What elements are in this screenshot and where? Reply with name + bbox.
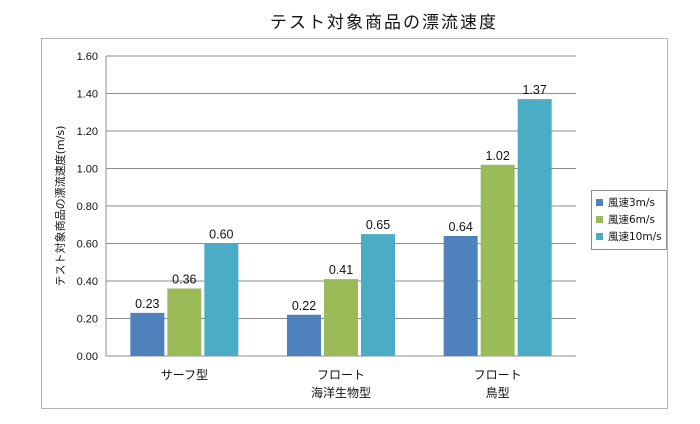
- x-tick-label: 鳥型: [486, 385, 510, 400]
- x-tick-label: サーフ型: [161, 368, 208, 382]
- data-label: 0.22: [292, 299, 316, 313]
- legend-label: 風速6m/s: [608, 214, 655, 226]
- y-tick-label: 1.00: [77, 164, 98, 176]
- y-tick-label: 0.20: [77, 314, 98, 326]
- legend: 風速3m/s 風速6m/s 風速10m/s: [591, 190, 667, 250]
- y-tick-label: 0.40: [77, 276, 98, 288]
- chart-title: テスト対象商品の漂流速度: [270, 13, 498, 33]
- y-tick-label: 0.60: [77, 239, 98, 251]
- bar: [517, 99, 552, 356]
- y-tick-label: 0.80: [77, 201, 98, 213]
- y-tick-label: 1.40: [77, 89, 98, 101]
- legend-label: 風速3m/s: [608, 197, 655, 209]
- legend-label: 風速10m/s: [608, 231, 662, 243]
- y-axis-label: テスト対象商品の漂流速度(m/s): [53, 126, 67, 287]
- data-label: 0.65: [366, 218, 390, 232]
- legend-item: 風速6m/s: [596, 211, 666, 228]
- y-tick-label: 1.60: [77, 51, 98, 63]
- x-tick-label: 海洋生物型: [311, 385, 371, 400]
- data-label: 1.37: [522, 83, 546, 97]
- bar: [480, 164, 515, 356]
- x-tick-label: フロート: [317, 368, 365, 382]
- y-tick-label: 0.00: [77, 351, 98, 363]
- bar: [130, 312, 165, 356]
- legend-item: 風速10m/s: [596, 228, 666, 245]
- data-label: 0.23: [135, 297, 159, 311]
- x-tick-label: フロート: [474, 368, 522, 382]
- bar: [443, 236, 478, 356]
- y-tick-label: 1.20: [77, 126, 98, 138]
- bar: [167, 288, 202, 356]
- legend-swatch: [596, 216, 603, 223]
- data-label: 0.36: [172, 273, 196, 287]
- data-label: 0.41: [329, 263, 353, 277]
- legend-swatch: [596, 199, 603, 206]
- legend-item: 風速3m/s: [596, 194, 666, 211]
- data-label: 1.02: [485, 149, 509, 163]
- data-label: 0.64: [448, 220, 472, 234]
- bar: [324, 279, 358, 356]
- bar: [287, 314, 321, 356]
- data-label: 0.60: [209, 228, 233, 242]
- bar: [361, 234, 395, 356]
- bar: [204, 243, 239, 356]
- legend-swatch: [596, 233, 603, 240]
